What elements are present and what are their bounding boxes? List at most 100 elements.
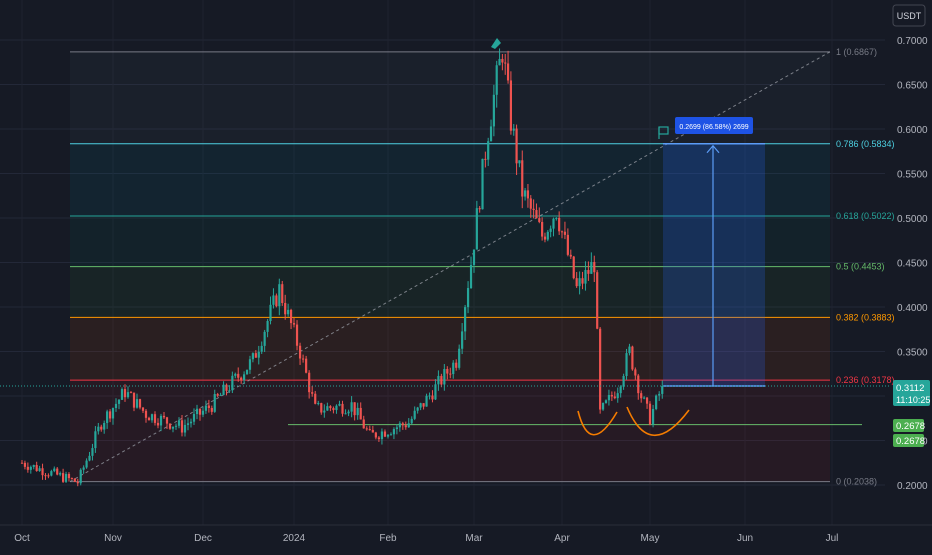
candle-body <box>47 475 50 477</box>
currency-button[interactable] <box>892 4 926 27</box>
candle-body <box>165 417 169 424</box>
candle-body <box>225 384 228 391</box>
candle-body <box>455 362 458 368</box>
candle-body <box>237 373 240 378</box>
grid <box>0 0 885 525</box>
candle-body <box>446 368 449 374</box>
candle-body <box>541 221 544 237</box>
candle-body <box>228 390 231 392</box>
candle-body <box>323 410 326 413</box>
candle-body <box>661 386 664 394</box>
time-tick-label: Dec <box>194 533 212 544</box>
candle-body <box>428 395 431 397</box>
projection-range[interactable] <box>663 143 765 387</box>
fib-level-label: 0.5 (0.4453) <box>836 262 885 272</box>
candle-body <box>398 423 401 428</box>
candle-body <box>637 375 640 394</box>
candle-body <box>138 399 142 408</box>
candle-body <box>298 345 302 359</box>
candle-body <box>207 405 210 408</box>
fib-level-label: 0.618 (0.5022) <box>836 211 895 221</box>
candle-body <box>117 399 121 404</box>
candle-body <box>35 465 38 472</box>
candle-body <box>523 190 527 197</box>
candle-body <box>392 429 396 435</box>
candle-body <box>341 403 344 414</box>
candle-body <box>640 393 643 399</box>
projection-label-box[interactable] <box>675 117 753 134</box>
candle-body <box>501 58 504 63</box>
candle-body <box>242 374 246 381</box>
candle-body <box>329 406 332 409</box>
candle-body <box>195 408 199 415</box>
price-tick-label: 0.4000 <box>897 303 928 314</box>
candle-body <box>368 429 371 431</box>
candle-body <box>634 369 637 376</box>
candle-body <box>458 348 461 368</box>
candle-body <box>272 295 275 305</box>
candle-body <box>38 468 41 472</box>
candle-body <box>41 468 44 476</box>
candle-body <box>168 423 172 429</box>
candle-body <box>359 407 362 420</box>
candle-body <box>628 346 631 354</box>
candle-body <box>478 208 481 210</box>
candle-body <box>613 396 616 399</box>
candle-body <box>443 368 446 385</box>
candle-body <box>604 400 608 403</box>
candle-body <box>596 272 599 329</box>
candle-body <box>566 234 569 255</box>
price-tick-label: 0.7000 <box>897 36 928 47</box>
candle-body <box>549 228 552 232</box>
candle-body <box>132 392 136 408</box>
candle-body <box>85 460 88 468</box>
price-countdown: 11:10:25 <box>896 395 930 405</box>
candle-body <box>281 284 284 304</box>
candle-body <box>481 158 484 210</box>
price-tick-label: 0.3500 <box>897 348 928 359</box>
support-tag-2-value: 0.2678 <box>896 436 925 447</box>
candle-body <box>204 405 208 411</box>
axes: 0.7000 0.6500 0.6000 0.5500 0.5000 0.4500 0.40… <box>0 4 932 544</box>
candle-body <box>219 394 222 396</box>
candle-body <box>284 303 287 315</box>
fib-level-label: 0 (0.2038) <box>836 477 877 487</box>
candle-body <box>156 422 160 426</box>
candle-body <box>362 419 365 429</box>
candle-body <box>301 358 305 360</box>
candle-body <box>356 407 359 416</box>
candle-body <box>123 389 127 398</box>
candle-body <box>180 420 184 433</box>
candle-body <box>469 264 473 289</box>
fib-zone <box>70 266 830 318</box>
candle-body <box>332 408 335 411</box>
candle-body <box>529 198 532 209</box>
candle-body <box>59 473 62 475</box>
candle-body <box>311 392 314 394</box>
candle-body <box>192 414 196 422</box>
candle-body <box>552 218 555 229</box>
candle-body <box>295 324 299 346</box>
candle-body <box>150 414 154 421</box>
candle-body <box>240 377 243 381</box>
candle-body <box>56 468 59 475</box>
candle-body <box>20 462 24 464</box>
candle-body <box>386 434 390 437</box>
price-tick-label: 0.6000 <box>897 125 928 136</box>
candle-body <box>50 471 53 476</box>
projection-box[interactable]: 0.2699 (86.58%) 2699 <box>663 117 765 387</box>
candle-body <box>495 65 498 95</box>
support-tag-1-value: 0.2678 <box>896 421 925 432</box>
candle-body <box>82 467 85 470</box>
candle-body <box>601 402 605 410</box>
candle-body <box>245 369 249 375</box>
candle-body <box>572 256 575 279</box>
candle-body <box>76 481 79 484</box>
candle-body <box>32 465 35 467</box>
candle-body <box>395 427 398 430</box>
candle-body <box>53 468 56 472</box>
candle-body <box>29 466 32 470</box>
